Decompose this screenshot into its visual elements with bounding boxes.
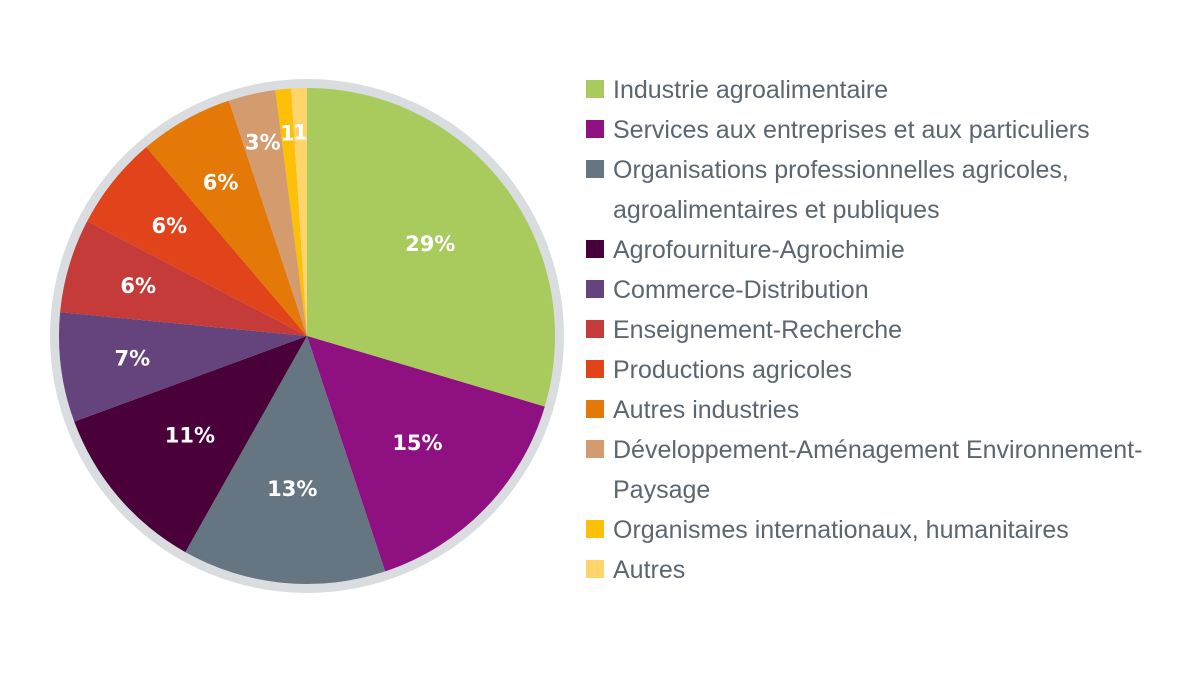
legend-item-organismes-internationaux: Organismes internationaux, humanitaires — [586, 510, 1186, 550]
legend-label: Organisations professionnelles agricoles… — [613, 156, 1069, 224]
legend-label: Développement-Aménagement Environnement-… — [613, 436, 1143, 504]
legend-item-autres-industries: Autres industries — [586, 390, 1186, 430]
slice-label-9: 1 — [280, 122, 295, 146]
legend-label: Organismes internationaux, humanitaires — [613, 516, 1069, 544]
slice-label-1: 15% — [392, 431, 442, 455]
legend-swatch — [586, 160, 604, 178]
legend-label: Agrofourniture-Agrochimie — [613, 236, 905, 264]
slice-label-7: 6% — [203, 171, 239, 195]
pie-slice-1 — [307, 336, 545, 572]
legend-label: Enseignement-Recherche — [613, 316, 903, 344]
legend-item-autres: Autres — [586, 550, 1186, 590]
slice-label-6: 6% — [152, 214, 188, 238]
pie-slice-7 — [146, 100, 307, 336]
pie-slice-10 — [291, 88, 307, 336]
slice-label-5: 6% — [120, 274, 156, 298]
legend-label: Productions agricoles — [613, 356, 853, 384]
legend-item-enseignement-recherche: Enseignement-Recherche — [586, 310, 1186, 350]
legend: Industrie agroalimentaire Services aux e… — [586, 70, 1186, 590]
pie-slice-4 — [59, 312, 307, 422]
legend-label: Commerce-Distribution — [613, 276, 869, 304]
legend-item-industrie-agroalimentaire: Industrie agroalimentaire — [586, 70, 1186, 110]
slice-label-10: 1 — [293, 121, 308, 145]
legend-swatch — [586, 360, 604, 378]
legend-swatch — [586, 120, 604, 138]
legend-item-commerce-distribution: Commerce-Distribution — [586, 270, 1186, 310]
slice-label-4: 7% — [115, 347, 151, 371]
slice-label-8: 3% — [245, 131, 281, 155]
legend-label: Industrie agroalimentaire — [613, 76, 889, 104]
slice-label-0: 29% — [405, 232, 455, 256]
legend-item-agrofourniture: Agrofourniture-Agrochimie — [586, 230, 1186, 270]
legend-swatch — [586, 320, 604, 338]
legend-item-productions-agricoles: Productions agricoles — [586, 350, 1186, 390]
legend-swatch — [586, 80, 604, 98]
pie-slice-9 — [275, 88, 307, 336]
pie-slice-3 — [74, 336, 308, 553]
legend-item-organisations-professionnelles: Organisations professionnelles agricoles… — [586, 150, 1186, 230]
pie-slice-6 — [87, 147, 307, 336]
legend-swatch — [586, 400, 604, 418]
pie-slice-2 — [185, 336, 386, 584]
pie-slice-5 — [60, 221, 307, 336]
legend-swatch — [586, 520, 604, 538]
legend-label: Autres — [613, 556, 686, 584]
slice-label-2: 13% — [267, 477, 317, 501]
legend-swatch — [586, 240, 604, 258]
pie-slice-0 — [307, 88, 555, 407]
pie-chart: 29%15%13%11%7%6%6%6%3% 11 — [50, 79, 564, 593]
slice-label-3: 11% — [165, 424, 215, 448]
legend-swatch — [586, 560, 604, 578]
legend-swatch — [586, 440, 604, 458]
legend-swatch — [586, 280, 604, 298]
legend-label: Services aux entreprises et aux particul… — [613, 116, 1090, 144]
legend-item-developpement-amenagement: Développement-Aménagement Environnement-… — [586, 430, 1186, 510]
pie-slice-8 — [228, 90, 307, 337]
legend-item-services: Services aux entreprises et aux particul… — [586, 110, 1186, 150]
legend-label: Autres industries — [613, 396, 800, 424]
